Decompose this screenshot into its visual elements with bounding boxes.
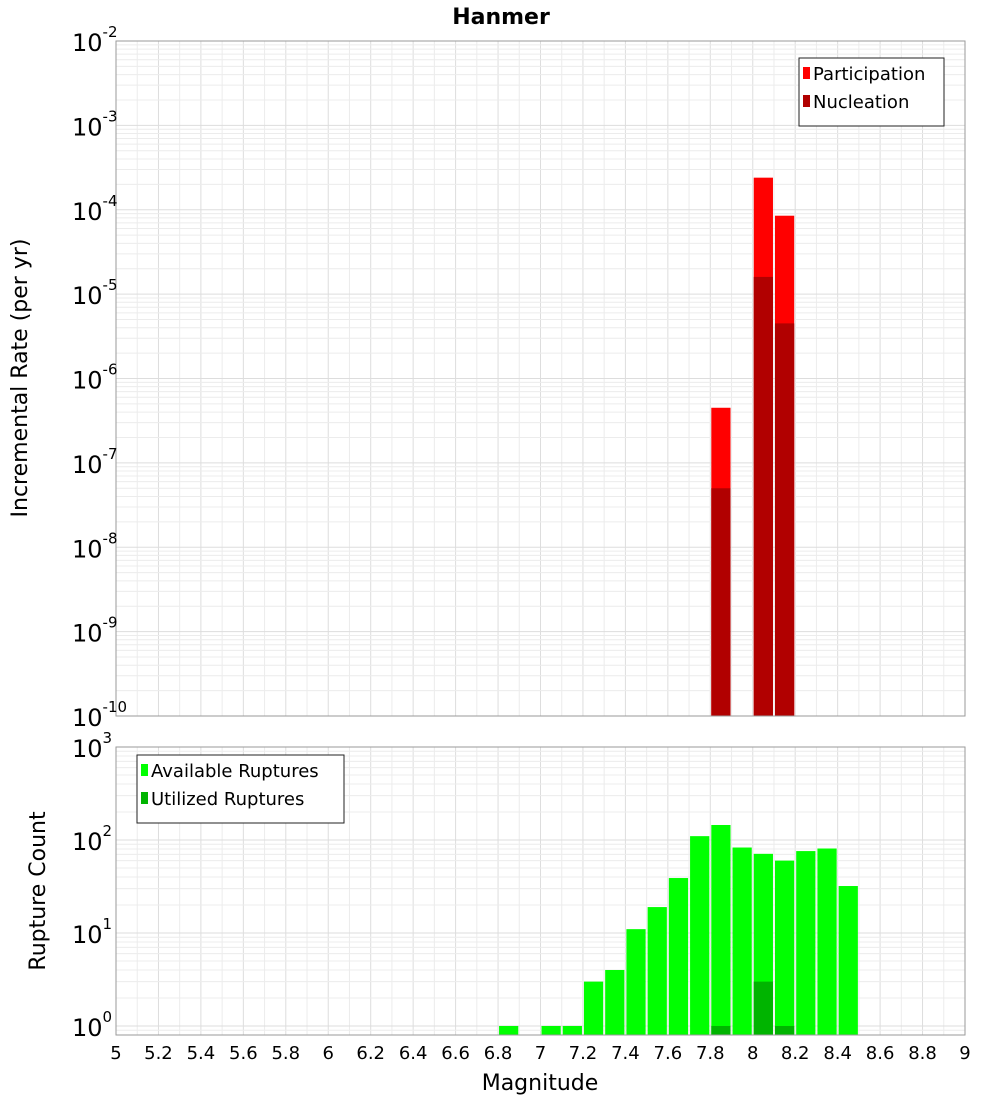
top-legend-label: Participation <box>813 64 925 85</box>
x-tick-label: 8.8 <box>908 1043 937 1064</box>
x-tick-label: 6 <box>323 1043 334 1064</box>
bottom-legend-swatch <box>141 764 148 776</box>
bottom-y-tick-label: 102 <box>72 822 112 856</box>
bottom-bar <box>711 1025 731 1035</box>
top-plot: 10-10 10-9 10-8 10-7 10-6 10-5 10-4 10-3 10-2 Par… <box>72 23 966 732</box>
x-tick-label: 5.6 <box>229 1043 258 1064</box>
bottom-bar <box>583 981 604 1035</box>
top-legend-swatch <box>803 67 810 79</box>
top-bar <box>711 488 731 716</box>
x-tick-label: 8.6 <box>866 1043 895 1064</box>
x-tick-label: 9 <box>959 1043 970 1064</box>
bottom-bar <box>774 1025 795 1035</box>
x-tick-label: 8 <box>747 1043 758 1064</box>
top-plot-border <box>115 40 966 717</box>
x-tick-label: 7.6 <box>654 1043 683 1064</box>
x-tick-label: 7.4 <box>611 1043 640 1064</box>
bottom-y-tick-label: 100 <box>72 1008 112 1042</box>
top-y-axis-label: Incremental Rate (per yr) <box>8 239 33 518</box>
bottom-legend-label: Utilized Ruptures <box>151 789 304 810</box>
bottom-y-tick-label: 101 <box>72 915 112 949</box>
bottom-bar <box>753 981 773 1035</box>
bottom-legend-swatch <box>141 792 148 804</box>
bottom-legend-box <box>136 754 345 824</box>
x-tick-label: 6.2 <box>356 1043 385 1064</box>
bottom-plot: 100 101 102 103 5 5.2 5.4 5.6 5.8 6 6.2 6.4 6.6 6.8 7 7… <box>72 729 971 1064</box>
bottom-bar <box>817 848 837 1035</box>
bottom-legend-label: Available Ruptures <box>151 761 319 782</box>
top-legend-swatch <box>803 95 810 107</box>
top-y-tick-label: 10-9 <box>72 614 118 648</box>
bottom-bar <box>605 969 625 1035</box>
x-axis-label: Magnitude <box>482 1071 599 1096</box>
bottom-y-axis-label: Rupture Count <box>26 811 51 971</box>
bottom-bar <box>626 929 646 1035</box>
bottom-bar <box>774 860 795 1035</box>
top-y-tick-label: 10-5 <box>72 276 118 310</box>
x-tick-label: 6.6 <box>441 1043 470 1064</box>
bottom-plot-border <box>115 746 966 1036</box>
x-tick-label: 5.2 <box>144 1043 173 1064</box>
top-y-tick-label: 10-4 <box>72 192 118 226</box>
bottom-bar <box>690 836 710 1035</box>
top-y-tick-label: 10-3 <box>72 107 118 141</box>
bottom-series-1 <box>711 981 795 1035</box>
x-tick-label: 6.4 <box>399 1043 428 1064</box>
x-tick-label: 7.8 <box>696 1043 725 1064</box>
top-y-tick-label: 10-7 <box>72 445 118 479</box>
chart-title: Hanmer <box>452 5 550 30</box>
bottom-bar <box>562 1025 582 1035</box>
bottom-bar <box>796 851 816 1035</box>
x-tick-label: 7.2 <box>569 1043 598 1064</box>
bottom-bar <box>541 1025 561 1035</box>
top-legend-box <box>798 57 945 127</box>
x-tick-label: 7 <box>535 1043 546 1064</box>
x-tick-label: 5.8 <box>271 1043 300 1064</box>
bottom-bar <box>711 824 731 1035</box>
bottom-legend: Available Ruptures Utilized Ruptures <box>136 754 345 824</box>
top-grid <box>115 40 966 717</box>
bottom-bar <box>668 878 689 1035</box>
bottom-bar <box>647 907 667 1035</box>
top-legend: Participation Nucleation <box>798 57 945 127</box>
top-legend-label: Nucleation <box>813 92 909 113</box>
top-y-tick-label: 10-6 <box>72 361 118 395</box>
bottom-y-tick-label: 103 <box>72 729 112 763</box>
x-tick-label: 6.8 <box>484 1043 513 1064</box>
top-bar <box>753 276 773 716</box>
x-tick-label: 5 <box>110 1043 121 1064</box>
top-bar <box>774 323 795 716</box>
bottom-bar <box>499 1025 519 1035</box>
bottom-bar <box>732 847 752 1035</box>
x-tick-label: 5.4 <box>187 1043 216 1064</box>
bottom-bar <box>838 886 858 1035</box>
top-series-1 <box>711 276 795 716</box>
top-y-tick-label: 10-10 <box>72 698 127 732</box>
x-tick-label: 8.2 <box>781 1043 810 1064</box>
x-tick-label: 8.4 <box>823 1043 852 1064</box>
top-y-tick-label: 10-2 <box>72 23 118 57</box>
top-y-tick-label: 10-8 <box>72 529 118 563</box>
